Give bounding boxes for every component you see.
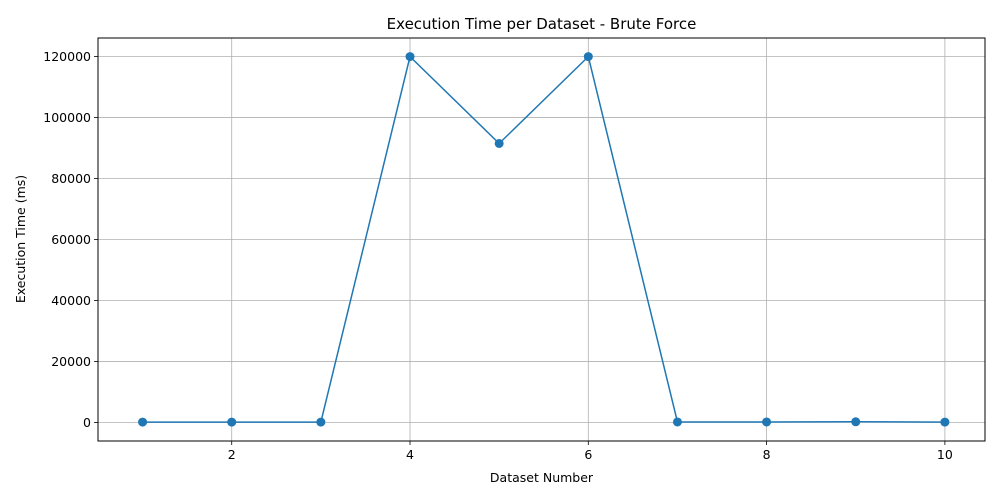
y-tick-label: 0 (83, 415, 91, 430)
y-tick-label: 20000 (51, 354, 91, 369)
x-tick-label: 8 (763, 447, 771, 462)
data-point (940, 417, 950, 427)
x-tick-label: 6 (584, 447, 592, 462)
x-tick-label: 2 (228, 447, 236, 462)
data-point (405, 52, 415, 62)
data-point (672, 417, 682, 427)
x-tick-label: 4 (406, 447, 414, 462)
data-point (138, 417, 148, 427)
y-tick-label: 60000 (51, 232, 91, 247)
y-tick-label: 40000 (51, 293, 91, 308)
data-point (227, 417, 237, 427)
data-point (583, 52, 593, 62)
series-line-path (142, 55, 945, 423)
data-points (138, 52, 950, 427)
data-point (851, 417, 861, 427)
y-axis-ticks: 0 20000 40000 60000 80000 100000 120000 (43, 49, 98, 430)
x-axis-label: Dataset Number (490, 470, 594, 485)
y-tick-label: 120000 (43, 49, 91, 64)
series-line (142, 55, 945, 423)
y-axis-label: Execution Time (ms) (13, 175, 28, 303)
y-tick-label: 80000 (51, 171, 91, 186)
data-point (762, 417, 772, 427)
data-point (494, 138, 504, 148)
y-tick-label: 100000 (43, 110, 91, 125)
x-axis-ticks: 2 4 6 8 10 (228, 441, 953, 462)
data-point (316, 417, 326, 427)
chart-title: Execution Time per Dataset - Brute Force (387, 15, 697, 33)
x-tick-label: 10 (937, 447, 953, 462)
